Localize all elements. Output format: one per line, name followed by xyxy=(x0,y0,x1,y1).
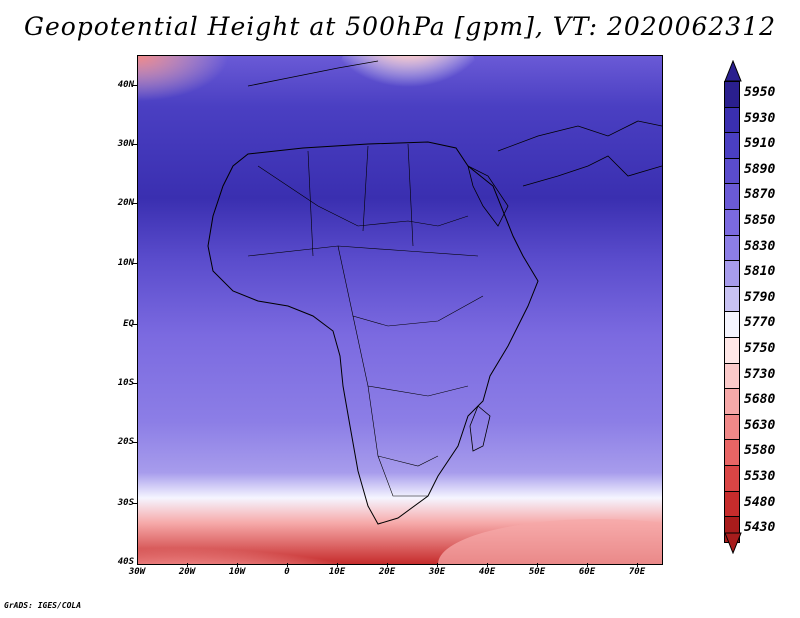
colorbar-level-label: 5790 xyxy=(744,289,776,305)
colorbar-swatch xyxy=(724,439,740,466)
colorbar-top-arrow xyxy=(724,60,742,82)
colorbar-swatch xyxy=(724,234,740,262)
colorbar-swatch xyxy=(724,183,740,210)
lat-label-eq: EQ xyxy=(123,319,134,329)
map-panel xyxy=(137,55,663,565)
lon-label-30e: 30E xyxy=(428,567,446,577)
geopotential-field xyxy=(138,56,662,564)
colorbar-swatch xyxy=(724,106,740,134)
colorbar-swatch xyxy=(724,362,740,390)
lat-label-10s: 10S xyxy=(117,378,134,388)
colorbar-level-label: 5630 xyxy=(744,417,776,433)
asia-coast xyxy=(497,120,662,152)
europe-coast xyxy=(247,60,379,87)
madagascar-outline xyxy=(469,405,491,452)
lat-label-40s: 40S xyxy=(117,557,134,567)
colorbar-swatch xyxy=(724,465,740,492)
colorbar-swatch xyxy=(724,311,740,338)
colorbar-level-label: 5580 xyxy=(744,443,776,459)
colorbar-level-label: 5950 xyxy=(744,85,776,100)
colorbar-level-label: 5680 xyxy=(744,392,776,408)
map-title: Geopotential Height at 500hPa [gpm], VT:… xyxy=(23,12,777,41)
colorbar-swatch xyxy=(724,81,740,108)
colorbar: 5950 5930 5910 5890 5870 5850 5830 5810 5790 5770… xyxy=(724,60,794,560)
colorbar-level-label: 5910 xyxy=(744,136,776,152)
colorbar-swatch xyxy=(724,413,740,441)
lat-label-30n: 30N xyxy=(117,139,134,149)
red-sea-outline xyxy=(467,165,509,227)
lat-label-30s: 30S xyxy=(117,498,134,508)
colorbar-swatch xyxy=(724,157,740,185)
colorbar-level-label: 5750 xyxy=(744,341,776,356)
colorbar-level-label: 5930 xyxy=(744,110,776,126)
colorbar-level-label: 5530 xyxy=(744,469,776,484)
colorbar-level-label: 5890 xyxy=(744,161,776,177)
lon-label-10e: 10E xyxy=(328,567,346,577)
lat-label-20n: 20N xyxy=(117,198,134,208)
lon-label-40e: 40E xyxy=(478,567,496,577)
lon-label-20e: 20E xyxy=(378,567,396,577)
lon-label-0: 0 xyxy=(284,567,290,577)
lon-label-30w: 30W xyxy=(128,567,146,577)
colorbar-swatch xyxy=(724,260,740,287)
colorbar-bottom-arrow xyxy=(724,532,742,554)
credit-text: GrADS: IGES/COLA xyxy=(4,601,82,610)
colorbar-swatch xyxy=(724,490,740,518)
lat-label-10n: 10N xyxy=(117,258,134,268)
africa-coastline xyxy=(207,141,539,525)
colorbar-swatch xyxy=(724,209,740,236)
colorbar-level-label: 5480 xyxy=(744,494,776,510)
colorbar-swatch xyxy=(724,337,740,364)
lat-label-40n: 40N xyxy=(117,80,134,90)
colorbar-level-label: 5870 xyxy=(744,187,776,203)
colorbar-level-label: 5770 xyxy=(744,315,776,331)
country-borders xyxy=(247,143,484,497)
colorbar-level-label: 5830 xyxy=(744,238,776,254)
lon-label-60e: 60E xyxy=(578,567,596,577)
colorbar-swatch xyxy=(724,132,740,159)
colorbar-level-label: 5810 xyxy=(744,264,776,280)
lon-label-10w: 10W xyxy=(228,567,246,577)
lon-label-70e: 70E xyxy=(628,567,646,577)
colorbar-level-label: 5430 xyxy=(744,520,776,536)
colorbar-level-label: 5850 xyxy=(744,213,776,228)
lat-label-20s: 20S xyxy=(117,437,134,447)
colorbar-swatch xyxy=(724,388,740,415)
lon-label-20w: 20W xyxy=(178,567,196,577)
colorbar-swatch xyxy=(724,285,740,313)
lon-label-50e: 50E xyxy=(528,567,546,577)
colorbar-level-label: 5730 xyxy=(744,366,776,382)
